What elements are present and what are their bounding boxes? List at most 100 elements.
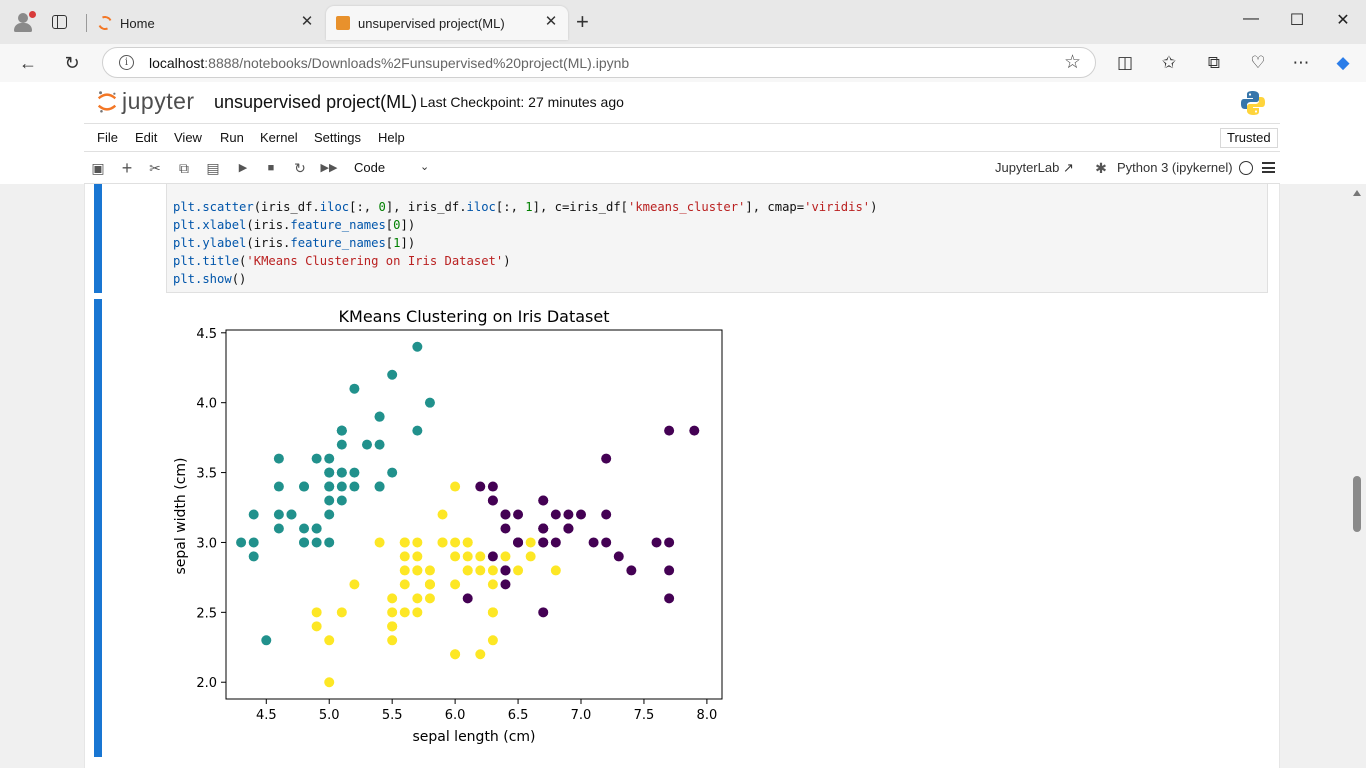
scatter-point <box>248 551 259 562</box>
run-icon[interactable]: ▶ <box>238 162 248 174</box>
scatter-point <box>399 537 410 548</box>
scatter-point <box>299 523 310 534</box>
menu-run[interactable]: Run <box>220 130 244 145</box>
scatter-point <box>324 677 335 688</box>
more-icon[interactable]: ⋯ <box>1292 53 1310 72</box>
x-axis-label: sepal length (cm) <box>412 729 535 745</box>
scatter-point <box>487 579 498 590</box>
new-tab-icon[interactable]: + <box>576 9 589 34</box>
scatter-point <box>324 467 335 478</box>
kernel-name[interactable]: Python 3 (ipykernel) <box>1117 160 1233 175</box>
address-bar[interactable]: i localhost:8888/notebooks/Downloads%2Fu… <box>102 47 1096 78</box>
profile-icon[interactable] <box>12 11 36 33</box>
menu-hamburger-icon[interactable] <box>1262 162 1275 173</box>
debugger-icon[interactable]: ✱ <box>1095 160 1107 176</box>
code-line-1: plt.scatter(iris_df.iloc[:, 0], iris_df.… <box>173 200 878 214</box>
collections-icon[interactable]: ⧉ <box>1207 53 1221 72</box>
x-tick-label: 6.5 <box>508 708 529 723</box>
url-text[interactable]: localhost:8888/notebooks/Downloads%2Funs… <box>149 55 630 71</box>
scatter-point <box>248 537 259 548</box>
insert-cell-icon[interactable]: + <box>121 158 133 178</box>
close-icon[interactable]: ✕ <box>300 13 314 30</box>
interrupt-icon[interactable]: ■ <box>267 162 275 174</box>
favorite-star-icon[interactable]: ☆ <box>1063 52 1081 73</box>
scatter-point <box>689 425 700 436</box>
copilot-icon[interactable]: ◆ <box>1336 53 1350 72</box>
split-screen-icon[interactable]: ◫ <box>1116 53 1134 72</box>
scatter-point <box>387 467 398 478</box>
scroll-up-icon[interactable] <box>1353 190 1361 196</box>
code-editor[interactable]: plt.scatter(iris_df.iloc[:, 0], iris_df.… <box>173 198 878 288</box>
scatter-point <box>336 467 347 478</box>
copy-icon[interactable]: ⧉ <box>179 160 189 176</box>
code-cell[interactable]: plt.scatter(iris_df.iloc[:, 0], iris_df.… <box>166 184 1268 293</box>
scatter-point <box>324 453 335 464</box>
scatter-point <box>311 523 322 534</box>
scatter-point <box>311 453 322 464</box>
cut-icon[interactable]: ✂ <box>149 160 161 176</box>
menu-view[interactable]: View <box>174 130 202 145</box>
output-selection-bar[interactable] <box>94 299 102 757</box>
scatter-point <box>437 509 448 520</box>
scatter-point <box>487 607 498 618</box>
tab-notebook[interactable]: unsupervised project(ML) ✕ <box>326 6 568 40</box>
scatter-chart: KMeans Clustering on Iris Dataset sepal … <box>168 300 738 750</box>
scatter-point <box>450 481 461 492</box>
scatter-point <box>286 509 297 520</box>
python-logo-icon <box>1241 91 1265 115</box>
tab-actions-icon[interactable] <box>52 15 67 29</box>
y-tick-label: 2.5 <box>196 606 217 621</box>
scrollbar-thumb[interactable] <box>1353 476 1361 532</box>
menu-edit[interactable]: Edit <box>135 130 158 145</box>
scatter-point <box>626 565 637 576</box>
scatter-point <box>513 537 524 548</box>
menu-settings[interactable]: Settings <box>314 130 361 145</box>
open-jupyterlab-link[interactable]: JupyterLab ↗ <box>995 160 1074 175</box>
cell-type-value: Code <box>354 160 386 175</box>
jupyter-logo[interactable]: jupyter <box>94 87 204 117</box>
paste-icon[interactable]: ▤ <box>206 160 220 176</box>
maximize-icon[interactable]: ☐ <box>1289 12 1305 29</box>
scatter-point <box>349 467 360 478</box>
scatter-point <box>399 565 410 576</box>
menu-help[interactable]: Help <box>378 130 405 145</box>
page-scrollbar[interactable] <box>1348 184 1366 768</box>
cell-type-select[interactable]: Code ⌄ <box>354 160 434 175</box>
scatter-point <box>500 579 511 590</box>
scatter-point <box>475 551 486 562</box>
refresh-icon[interactable]: ↻ <box>64 53 80 73</box>
minimize-icon[interactable]: — <box>1243 10 1259 27</box>
scatter-point <box>336 607 347 618</box>
cell-selection-bar[interactable] <box>94 184 102 293</box>
tab-home[interactable]: Home ✕ <box>88 6 324 40</box>
scatter-point <box>349 579 360 590</box>
scatter-point <box>273 453 284 464</box>
scatter-point <box>601 509 612 520</box>
scatter-point <box>450 649 461 660</box>
x-tick-label: 5.5 <box>382 708 403 723</box>
close-icon[interactable]: ✕ <box>544 13 558 30</box>
scatter-point <box>475 649 486 660</box>
scatter-point <box>601 453 612 464</box>
scatter-point <box>324 509 335 520</box>
logo-text: jupyter <box>122 88 195 114</box>
scatter-point <box>500 523 511 534</box>
save-icon[interactable]: ▣ <box>91 160 105 176</box>
notebook-title[interactable]: unsupervised project(ML) <box>214 92 418 112</box>
restart-run-all-icon[interactable]: ▶▶ <box>320 162 338 174</box>
menu-file[interactable]: File <box>97 130 118 145</box>
scatter-point <box>412 537 423 548</box>
menu-kernel[interactable]: Kernel <box>260 130 298 145</box>
trusted-badge[interactable]: Trusted <box>1220 128 1278 148</box>
browser-essentials-icon[interactable]: ♡ <box>1250 53 1266 72</box>
favorites-icon[interactable]: ✩ <box>1161 53 1177 72</box>
scatter-point <box>424 579 435 590</box>
window-close-icon[interactable]: ✕ <box>1336 12 1350 29</box>
back-arrow-icon[interactable]: ← <box>19 53 37 73</box>
info-icon[interactable]: i <box>119 55 134 70</box>
right-gutter <box>1280 184 1348 768</box>
scatter-point <box>311 621 322 632</box>
scatter-point <box>450 579 461 590</box>
restart-icon[interactable]: ↻ <box>294 160 306 176</box>
